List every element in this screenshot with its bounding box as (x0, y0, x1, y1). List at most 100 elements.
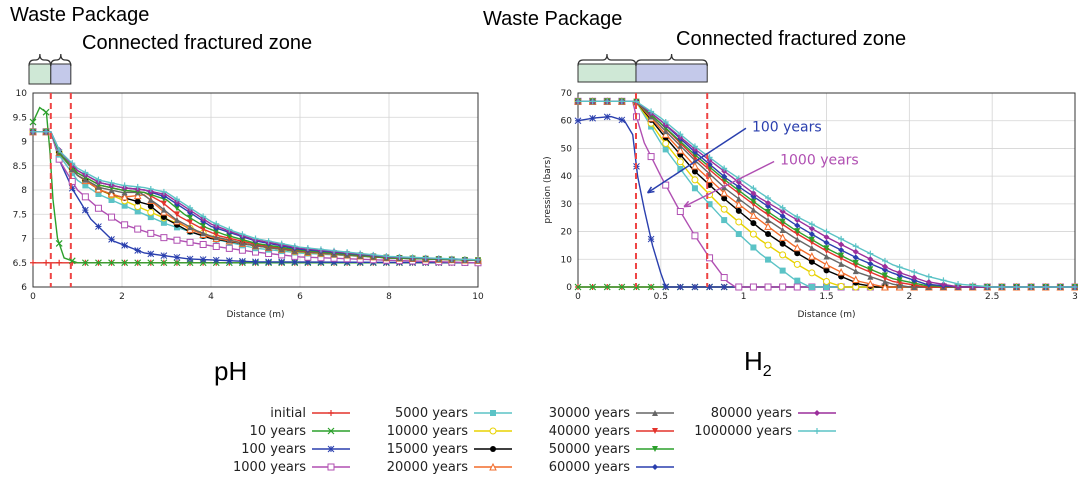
chart-0-data-point (173, 216, 180, 223)
chart-1-data-point (750, 206, 757, 213)
chart-0-data-point (304, 245, 311, 252)
chart-0-data-point (147, 214, 154, 221)
chart-0-data-point (422, 254, 429, 261)
legend-item: 100 years (241, 442, 350, 457)
chart-0-data-point (199, 259, 207, 267)
chart-0-data-point (187, 224, 194, 231)
chart-0-data-point (68, 184, 76, 192)
chart-0-data-point (95, 190, 102, 197)
legend-item: 50000 years (549, 442, 674, 457)
chart-1-data-point (838, 252, 845, 259)
chart-1-data-point (691, 185, 698, 192)
chart-0-data-point (239, 236, 246, 243)
chart-1-data-point (765, 194, 772, 201)
chart-1-data-point (662, 139, 670, 147)
chart-1-data-point (881, 257, 888, 264)
legend-item: 60000 years (549, 460, 674, 475)
chart-1-data-point (998, 284, 1005, 290)
chart-0-data-point (94, 204, 102, 212)
chart-1-data-point (867, 260, 874, 267)
chart-1-data-point (837, 268, 845, 276)
chart-1-data-point (604, 98, 611, 105)
legend-marker (652, 410, 658, 416)
chart-0-data-point (108, 213, 116, 221)
chart-1-data-point (794, 222, 801, 229)
chart-0-data-point (213, 220, 220, 227)
chart-1-data-point (779, 226, 786, 233)
chart-0-data-point (357, 250, 364, 257)
legend-label: 1000000 years (694, 424, 792, 439)
chart-0-data-point (435, 255, 442, 262)
chart-0-data-point (317, 246, 324, 253)
chart-0-data-point (120, 192, 129, 201)
chart-0-data-point (121, 259, 129, 267)
chart-1-data-point (589, 283, 597, 291)
legend-marker (814, 428, 820, 434)
chart-1-data-point (794, 250, 801, 257)
left-fractured-zone-label: Connected fractured zone (82, 32, 313, 54)
chart-0-data-point (160, 200, 167, 207)
right-fractured-zone-label: Connected fractured zone (676, 28, 907, 50)
left-fractured-zone-brace (50, 53, 72, 67)
chart-1-data-point (808, 221, 815, 228)
chart-1-data-point (1013, 284, 1020, 290)
chart-1-data-point (735, 283, 743, 291)
chart-0-ytick-label: 9 (21, 138, 27, 148)
chart-0-ytick-label: 6 (21, 283, 27, 293)
chart-0-data-point (95, 223, 102, 230)
chart-1-data-point (866, 279, 875, 288)
chart-1-annotation-arrowhead (646, 186, 655, 194)
chart-1-data-point (794, 236, 801, 243)
chart-1-data-point (618, 98, 625, 105)
chart-1-data-point (779, 208, 786, 215)
chart-0-data-point (330, 258, 338, 266)
chart-0-data-point (160, 259, 168, 267)
chart-0-data-point (265, 258, 272, 266)
chart-1-data-point (720, 274, 728, 282)
chart-1-data-point (808, 231, 815, 238)
chart-1-data-point (808, 236, 815, 243)
chart-1-data-point (765, 231, 772, 238)
chart-0-data-point (475, 256, 481, 263)
chart-0-data-point (160, 252, 168, 259)
chart-0-data-point (147, 186, 154, 193)
chart-1-data-point (881, 272, 888, 279)
chart-0-data-point (30, 128, 36, 135)
chart-0-data-point (225, 257, 233, 264)
legend-marker (490, 446, 496, 452)
chart-0-data-point (81, 193, 89, 201)
chart-1-data-point (793, 260, 801, 268)
chart-0-data-point (160, 234, 168, 242)
chart-1-data-point (721, 165, 728, 172)
chart-1-data-point (779, 251, 787, 259)
chart-1-data-point (851, 275, 860, 284)
chart-0-data-point (108, 236, 115, 243)
chart-0-data-point (212, 256, 220, 264)
chart-1-data-point (575, 98, 581, 105)
chart-1-data-point (1057, 284, 1064, 290)
chart-1-xtick-label: 1 (741, 292, 747, 302)
chart-1-data-point (793, 243, 802, 252)
chart-1-data-point (779, 213, 786, 220)
legend-marker (327, 427, 335, 435)
chart-1-data-point (661, 130, 670, 138)
legend-marker (652, 464, 658, 470)
chart-1-ytick-label: 40 (561, 172, 573, 182)
chart-1-data-point (779, 240, 786, 247)
chart-1-ytick-label: 0 (566, 283, 572, 293)
chart-1-data-point (765, 256, 772, 263)
legend-item: 15000 years (387, 442, 512, 457)
chart-0-data-point (278, 258, 286, 266)
chart-0-xtick-label: 0 (30, 292, 36, 302)
chart-0-data-point (252, 258, 259, 266)
chart-0-data-point (147, 196, 154, 203)
chart-1-data-point (691, 161, 699, 170)
chart-1-data-point (940, 277, 947, 284)
chart-0-xtick-label: 8 (386, 292, 392, 302)
chart-1-data-point (808, 252, 816, 260)
chart-1-data-point (808, 244, 815, 251)
chart-1-data-point (925, 273, 932, 280)
chart-1-xlabel: Distance (m) (797, 310, 855, 320)
chart-0-data-point (147, 208, 155, 216)
